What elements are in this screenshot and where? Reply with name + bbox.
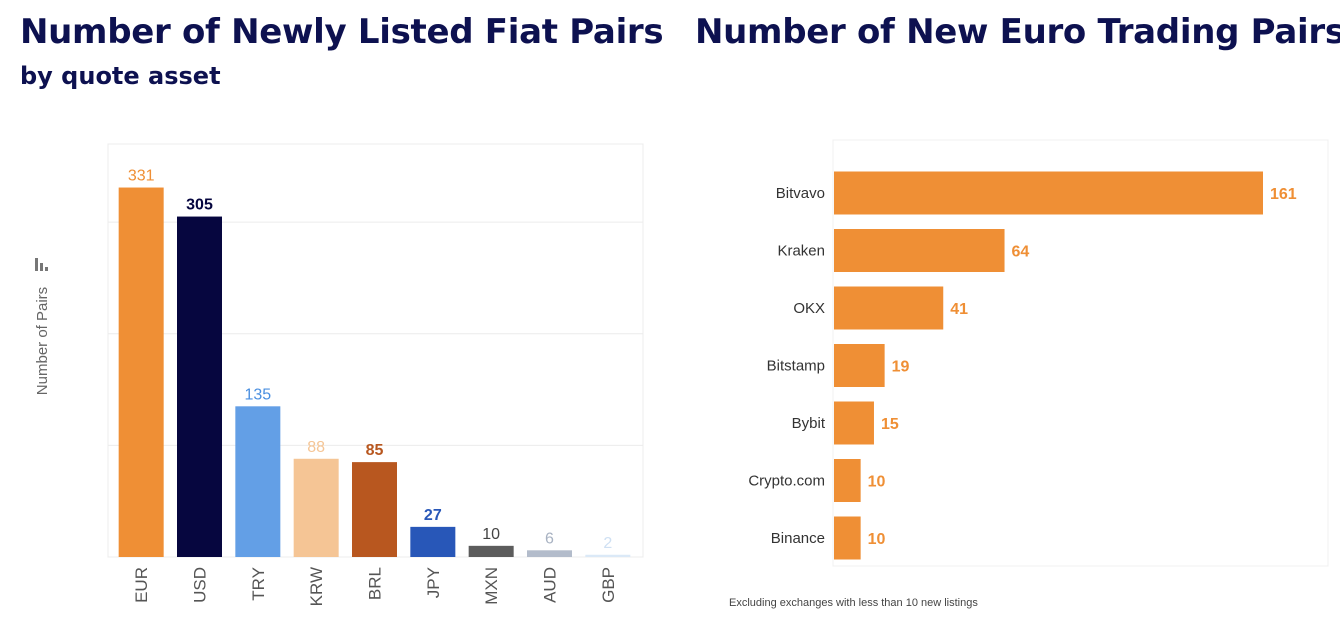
y-tick-label-okx: OKX (793, 300, 825, 317)
y-tick-label-crypto-com: Crypto.com (748, 473, 825, 490)
data-label-jpy: 27 (424, 507, 442, 524)
data-label-brl: 85 (366, 442, 384, 459)
data-label-try: 135 (244, 386, 271, 403)
y-axis-label: Number of Pairs (34, 287, 51, 395)
x-tick-label-krw: KRW (307, 567, 326, 606)
bar-eur (118, 187, 164, 558)
bar-okx (834, 286, 944, 330)
bar-jpy (410, 526, 456, 557)
data-label-bitstamp: 19 (892, 359, 910, 376)
bar-krw (293, 458, 339, 557)
x-tick-label-usd: USD (191, 567, 210, 603)
data-label-gbp: 2 (603, 535, 612, 552)
y-tick-label-kraken: Kraken (777, 243, 825, 260)
bar-kraken (834, 229, 1005, 272)
data-label-aud: 6 (545, 530, 554, 547)
x-tick-label-eur: EUR (132, 567, 151, 603)
x-tick-label-jpy: JPY (424, 567, 443, 598)
x-tick-label-try: TRY (249, 567, 268, 601)
data-label-bitvavo: 161 (1270, 186, 1297, 203)
bar-aud (527, 550, 572, 557)
data-label-okx: 41 (950, 301, 968, 318)
left-chart-title: Number of Newly Listed Fiat Pairs (20, 12, 664, 52)
bar-mxn (468, 545, 514, 557)
right-chart-title: Number of New Euro Trading Pairs (695, 12, 1340, 52)
bar-bitvavo (834, 171, 1263, 215)
bar-binance (834, 516, 861, 560)
data-label-crypto-com: 10 (868, 474, 886, 491)
bar-bybit (834, 401, 874, 445)
bar-chart-icon (35, 258, 48, 271)
bar-gbp (585, 554, 631, 557)
x-tick-label-brl: BRL (366, 567, 385, 600)
x-tick-label-mxn: MXN (482, 567, 501, 605)
bar-usd (177, 216, 222, 557)
data-label-krw: 88 (307, 439, 325, 456)
left-chart-subtitle: by quote asset (20, 62, 221, 90)
x-tick-label-gbp: GBP (599, 567, 618, 603)
plot-frame (832, 139, 1329, 567)
y-tick-label-bybit: Bybit (792, 415, 826, 432)
y-tick-label-bitvavo: Bitvavo (776, 185, 825, 202)
bar-bitstamp (834, 344, 885, 387)
x-tick-label-aud: AUD (541, 567, 560, 603)
data-label-bybit: 15 (881, 416, 899, 433)
bar-try (235, 406, 281, 557)
data-label-eur: 331 (128, 168, 155, 185)
footnote: Excluding exchanges with less than 10 ne… (729, 597, 978, 609)
data-label-kraken: 64 (1012, 244, 1030, 261)
data-label-usd: 305 (186, 197, 213, 214)
bar-crypto-com (834, 459, 861, 502)
bar-brl (352, 462, 397, 557)
data-label-mxn: 10 (482, 526, 500, 543)
y-tick-label-bitstamp: Bitstamp (767, 358, 825, 375)
y-tick-label-binance: Binance (771, 530, 825, 547)
data-label-binance: 10 (868, 531, 886, 548)
